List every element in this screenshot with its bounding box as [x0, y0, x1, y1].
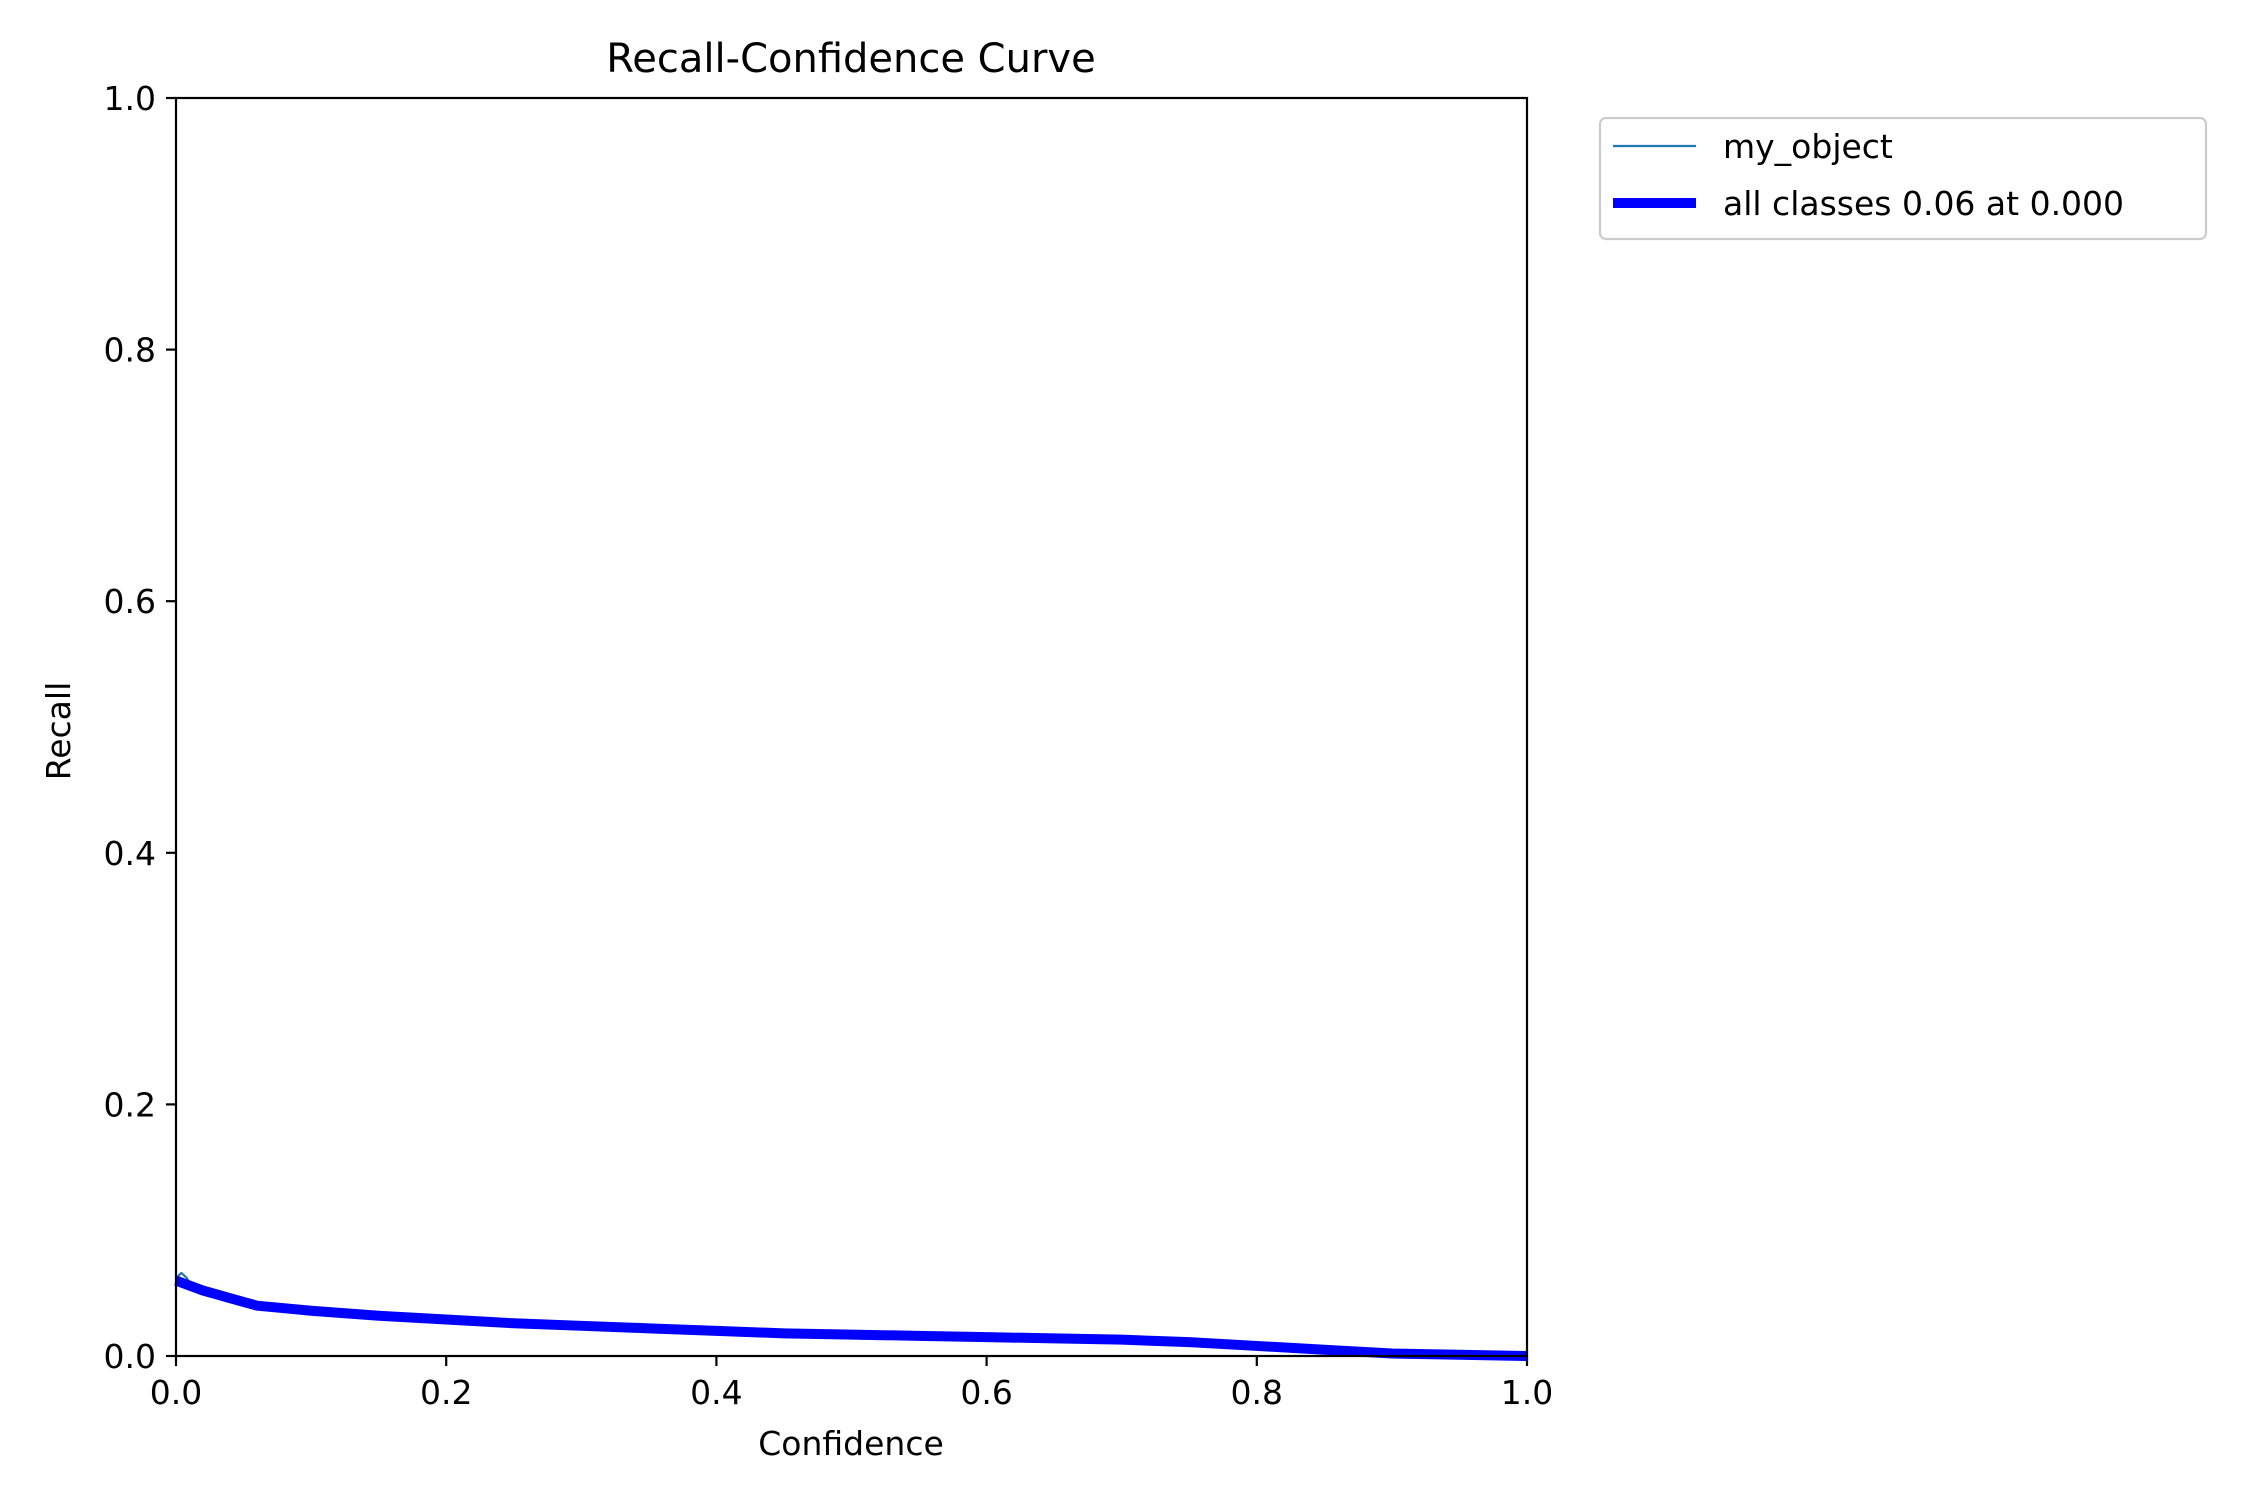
x-axis-label: Confidence: [758, 1424, 944, 1463]
y-axis-label: Recall: [39, 682, 78, 780]
chart-title: Recall-Confidence Curve: [606, 36, 1095, 82]
y-tick-label: 0.6: [104, 582, 156, 621]
y-tick-label: 0.4: [104, 834, 156, 873]
legend: my_object all classes 0.06 at 0.000: [1598, 116, 2208, 241]
x-tick-label: 0.0: [150, 1373, 202, 1412]
legend-label-my-object: my_object: [1723, 127, 1893, 166]
series-lines: [174, 1271, 1528, 1361]
x-tick-label: 0.8: [1231, 1373, 1283, 1412]
x-tick-label: 0.4: [690, 1373, 742, 1412]
x-tick-label: 0.6: [960, 1373, 1012, 1412]
legend-label-all-classes: all classes 0.06 at 0.000: [1723, 184, 2124, 223]
legend-box: [1598, 116, 2208, 241]
axis-ticks: 0.0 0.2 0.4 0.6 0.8 1.0 0.0 0.2 0.4 0.6 0.8 1.0: [104, 79, 1554, 1412]
y-tick-label: 0.8: [104, 331, 156, 370]
y-tick-label: 0.0: [104, 1337, 156, 1376]
plot-frame: [174, 96, 1529, 1358]
x-tick-label: 0.2: [420, 1373, 472, 1412]
x-tick-label: 1.0: [1501, 1373, 1553, 1412]
y-tick-label: 0.2: [104, 1085, 156, 1124]
series-line-all-classes: [174, 1275, 1528, 1361]
y-tick-label: 1.0: [104, 79, 156, 118]
